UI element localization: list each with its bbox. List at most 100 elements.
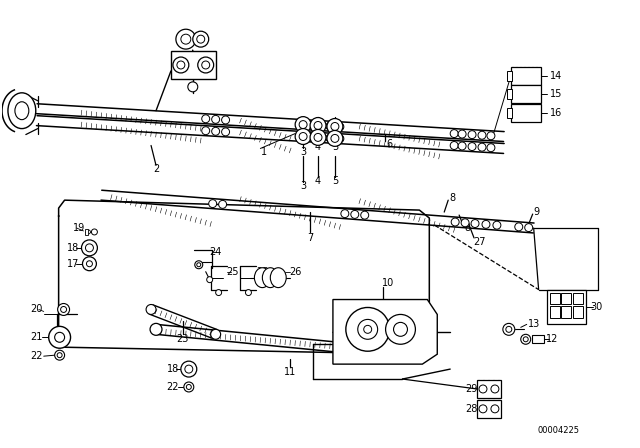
Circle shape: [299, 121, 307, 129]
Circle shape: [468, 131, 476, 138]
Circle shape: [86, 230, 90, 234]
Circle shape: [331, 134, 339, 142]
Circle shape: [358, 319, 378, 339]
Bar: [511, 67, 541, 85]
Text: 21: 21: [31, 332, 43, 342]
Text: 8: 8: [449, 193, 455, 203]
Text: 23: 23: [177, 334, 189, 344]
Circle shape: [361, 211, 369, 219]
Circle shape: [211, 329, 221, 339]
Circle shape: [177, 61, 185, 69]
Text: 27: 27: [473, 237, 485, 247]
Circle shape: [524, 337, 528, 342]
Ellipse shape: [270, 268, 286, 288]
Circle shape: [216, 289, 221, 296]
Circle shape: [185, 365, 193, 373]
Bar: [507, 108, 512, 118]
Bar: [550, 293, 559, 305]
Bar: [507, 71, 512, 81]
Circle shape: [479, 405, 487, 413]
Circle shape: [212, 116, 220, 123]
Circle shape: [310, 129, 326, 145]
Circle shape: [450, 142, 458, 150]
Bar: [86, 229, 88, 235]
Circle shape: [202, 127, 210, 135]
Text: 25: 25: [227, 267, 239, 277]
Circle shape: [346, 307, 390, 351]
Circle shape: [503, 323, 515, 335]
Text: 25: 25: [256, 267, 269, 277]
Circle shape: [364, 325, 372, 333]
Circle shape: [221, 128, 230, 136]
Circle shape: [295, 129, 311, 144]
Circle shape: [86, 261, 92, 267]
Circle shape: [468, 142, 476, 151]
Text: 22: 22: [166, 382, 179, 392]
Bar: [547, 289, 586, 324]
Bar: [507, 89, 512, 99]
Circle shape: [207, 277, 212, 283]
Bar: [477, 400, 501, 418]
Text: 13: 13: [527, 319, 540, 329]
Text: 18: 18: [67, 243, 79, 253]
Circle shape: [212, 127, 220, 135]
Text: 2: 2: [153, 164, 159, 174]
Circle shape: [326, 134, 334, 142]
Circle shape: [61, 306, 67, 312]
Text: 4: 4: [315, 142, 321, 152]
Circle shape: [327, 130, 343, 146]
Circle shape: [173, 57, 189, 73]
Text: 16: 16: [550, 108, 563, 118]
Circle shape: [188, 82, 198, 92]
Text: 20: 20: [31, 305, 43, 314]
Circle shape: [193, 31, 209, 47]
Circle shape: [221, 116, 230, 124]
Text: 24: 24: [209, 247, 222, 257]
Circle shape: [314, 121, 322, 129]
Text: 18: 18: [167, 364, 179, 374]
Text: 5: 5: [332, 142, 338, 152]
Text: 12: 12: [547, 334, 559, 344]
Text: 5: 5: [332, 176, 338, 186]
Circle shape: [209, 200, 217, 207]
Bar: [573, 293, 583, 305]
Circle shape: [478, 143, 486, 151]
Circle shape: [306, 133, 314, 141]
Text: 19: 19: [74, 223, 86, 233]
Bar: [511, 85, 541, 103]
Text: 9: 9: [534, 207, 540, 217]
Circle shape: [92, 229, 97, 235]
Circle shape: [295, 116, 311, 133]
Circle shape: [326, 122, 334, 130]
Text: 15: 15: [550, 89, 563, 99]
Circle shape: [327, 119, 343, 134]
Bar: [511, 104, 541, 122]
Text: 17: 17: [67, 259, 80, 269]
Circle shape: [202, 115, 210, 123]
Circle shape: [316, 134, 324, 142]
Ellipse shape: [255, 268, 270, 288]
Circle shape: [310, 117, 326, 134]
Circle shape: [150, 323, 162, 335]
Circle shape: [181, 34, 191, 44]
Circle shape: [479, 385, 487, 393]
Text: 30: 30: [590, 302, 602, 312]
Circle shape: [403, 348, 415, 360]
Circle shape: [198, 57, 214, 73]
Circle shape: [184, 382, 194, 392]
Circle shape: [450, 129, 458, 138]
Text: 00004225: 00004225: [538, 426, 579, 435]
Circle shape: [314, 134, 322, 142]
Bar: [550, 306, 559, 319]
Polygon shape: [333, 300, 437, 364]
Circle shape: [196, 263, 201, 267]
Circle shape: [487, 132, 495, 140]
Bar: [171, 51, 216, 79]
Circle shape: [146, 305, 156, 314]
Circle shape: [54, 332, 65, 342]
Text: 7: 7: [307, 233, 313, 243]
Text: 3: 3: [300, 147, 306, 157]
Circle shape: [341, 210, 349, 218]
Bar: [532, 335, 543, 343]
Circle shape: [385, 314, 415, 344]
